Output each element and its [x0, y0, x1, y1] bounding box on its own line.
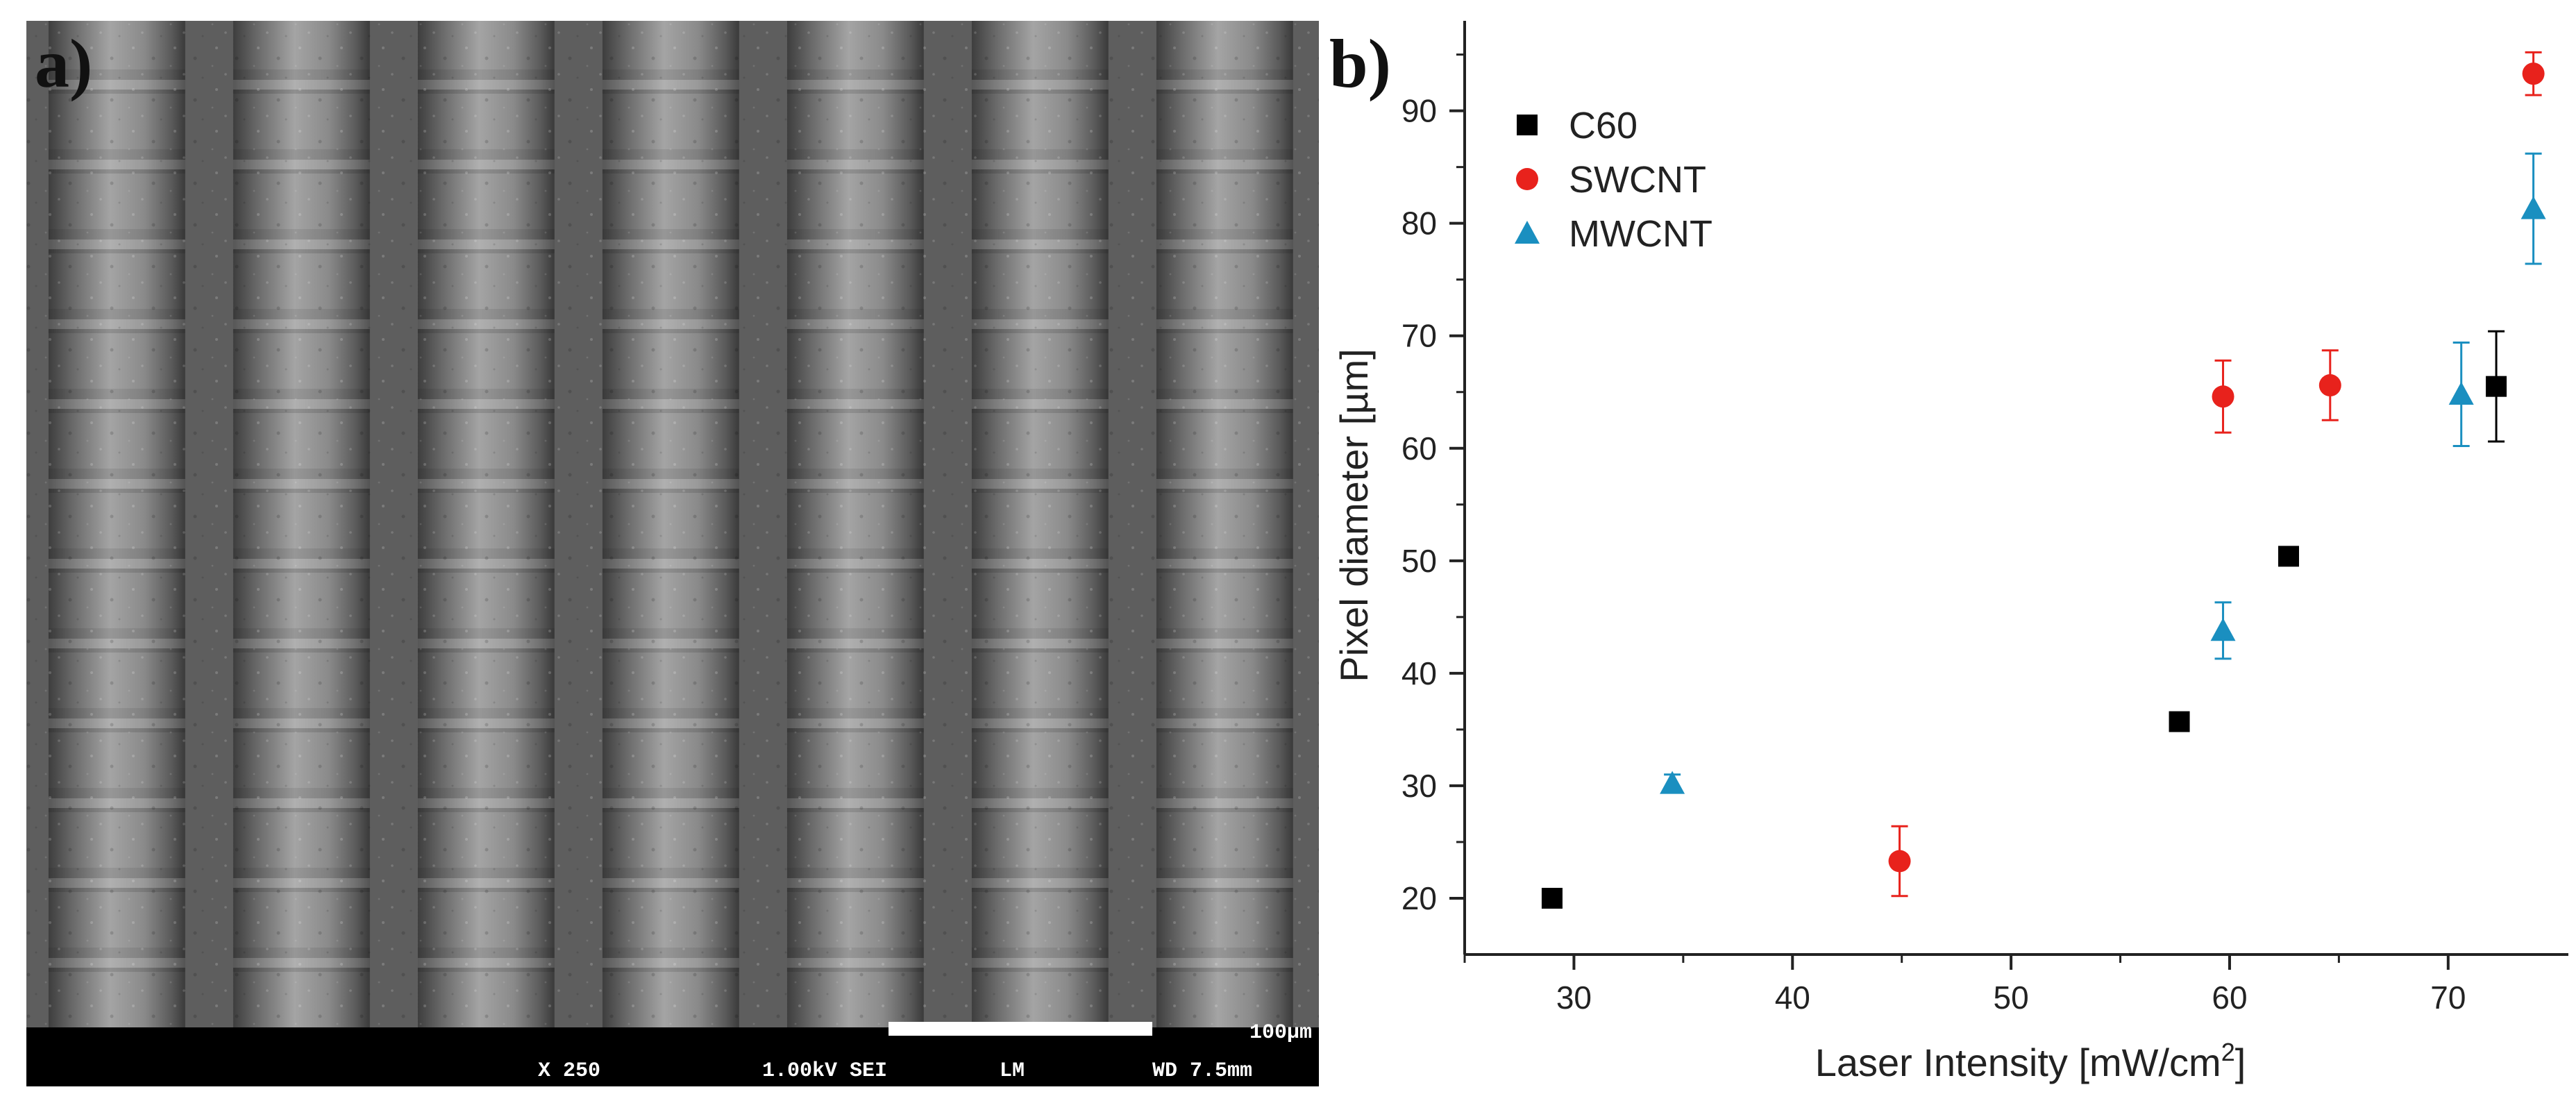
legend-mwcnt-marker: [1515, 221, 1540, 244]
legend-swcnt-marker: [1516, 168, 1538, 190]
voltage-label: 1.00kV SEI: [762, 1059, 887, 1083]
mwcnt-point: [2448, 382, 2474, 405]
y-tick-label: 80: [1401, 205, 1437, 242]
panel-a-label: a): [35, 25, 92, 102]
legend-c60-marker: [1517, 115, 1538, 135]
y-tick-label: 50: [1401, 543, 1437, 579]
swcnt-point: [2522, 62, 2545, 85]
x-axis-title: Laser Intensity [mW/cm2]: [1815, 1038, 2246, 1084]
swcnt-point: [2212, 385, 2234, 408]
y-tick-label: 60: [1401, 430, 1437, 466]
y-tick-label: 20: [1401, 880, 1437, 916]
mwcnt-point: [1660, 771, 1685, 794]
sem-info-bar: [26, 1027, 1319, 1086]
chart-panel: b) 30 40 50 60 70 20 30 40 50 60 70 80 90 Pixel diam…: [1329, 21, 2568, 1084]
x-tick-label: 50: [1994, 979, 2029, 1016]
y-axis-title: Pixel diameter [µm]: [1332, 348, 1376, 682]
x-tick-label: 70: [2430, 979, 2466, 1016]
y-tick-label: 70: [1401, 318, 1437, 354]
c60-point: [2486, 376, 2507, 397]
x-tick-label: 60: [2212, 979, 2247, 1016]
legend-mwcnt-label: MWCNT: [1569, 213, 1712, 255]
y-tick-label: 30: [1401, 768, 1437, 804]
legend-c60-label: C60: [1569, 105, 1638, 146]
mwcnt-point: [2210, 618, 2236, 641]
swcnt-point: [1888, 850, 1911, 873]
sem-panel: 100µm X 250 1.00kV SEI LM WD 7.5mm a): [26, 21, 1319, 1086]
mwcnt-point: [2520, 196, 2546, 219]
x-tick-label: 40: [1775, 979, 1810, 1016]
y-tick-label: 90: [1401, 93, 1437, 129]
lens-mode-label: LM: [1000, 1059, 1025, 1083]
scale-bar: [889, 1022, 1152, 1036]
plot-marks: [1541, 51, 2546, 909]
x-tick-label: 30: [1556, 979, 1592, 1016]
legend: C60 SWCNT MWCNT: [1515, 105, 1712, 255]
magnification-label: X 250: [538, 1059, 600, 1083]
swcnt-point: [2318, 374, 2341, 397]
panel-b-label: b): [1329, 25, 1391, 102]
axes: 30 40 50 60 70 20 30 40 50 60 70 80 90: [1401, 21, 2568, 1016]
c60-point: [2278, 546, 2299, 567]
y-tick-label: 40: [1401, 655, 1437, 691]
c60-point: [2169, 711, 2190, 732]
working-distance-label: WD 7.5mm: [1152, 1059, 1252, 1083]
legend-swcnt-label: SWCNT: [1569, 159, 1706, 201]
scale-bar-label: 100µm: [1249, 1021, 1312, 1045]
c60-point: [1541, 887, 1563, 909]
